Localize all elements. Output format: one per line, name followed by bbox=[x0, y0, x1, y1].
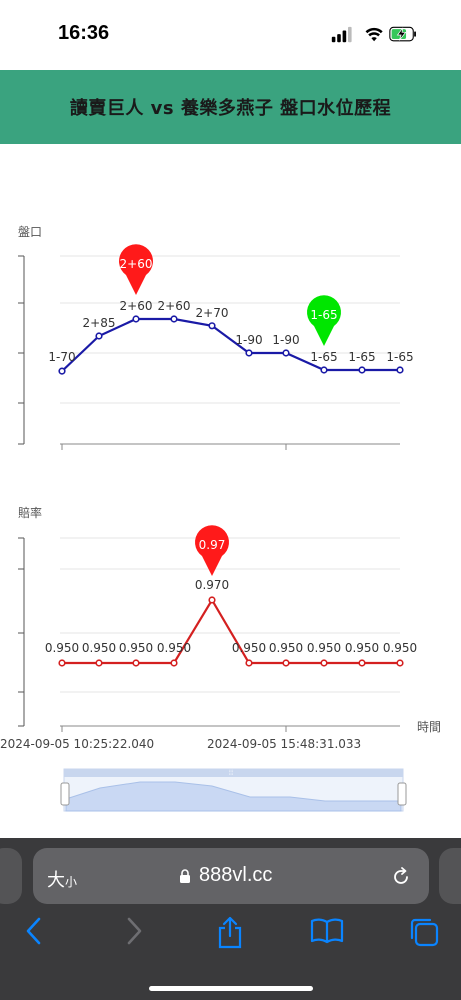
handicap-point bbox=[208, 322, 216, 330]
odds-max-pin-label: 0.97 bbox=[199, 538, 226, 552]
handicap-point bbox=[58, 367, 66, 375]
text-size-small: 小 bbox=[65, 875, 78, 889]
zoom-slider-bar[interactable] bbox=[64, 769, 403, 777]
odds-point bbox=[320, 659, 328, 667]
handicap-line bbox=[61, 317, 400, 372]
odds-y-axis-label: 賠率 bbox=[18, 505, 42, 520]
handicap-data-label: 2+60 bbox=[120, 299, 153, 313]
page-title: 讀賣巨人 vs 養樂多燕子 盤口水位歷程 bbox=[69, 98, 392, 119]
odds-point bbox=[282, 659, 290, 667]
zoom-grip-icon: ⦙⦙⦙ bbox=[229, 769, 234, 777]
odds-point bbox=[95, 659, 103, 667]
odds-data-label: 0.950 bbox=[157, 641, 191, 655]
handicap-y-axis-label: 盤口 bbox=[18, 225, 42, 239]
odds-data-label: 0.970 bbox=[195, 578, 229, 592]
odds-data-label: 0.950 bbox=[269, 641, 303, 655]
handicap-min-pin-shape bbox=[306, 295, 341, 346]
home-indicator bbox=[149, 986, 313, 991]
zoom-handle-left[interactable] bbox=[60, 782, 70, 806]
handicap-series: 1-70 2+85 2+60 2+60 2+70 1-90 1-90 1-65 1-65 1-65… bbox=[48, 244, 414, 375]
share-icon[interactable] bbox=[216, 916, 244, 950]
odds-point bbox=[208, 596, 216, 604]
handicap-point bbox=[396, 366, 404, 374]
handicap-max-pin-label: 2+60 bbox=[120, 257, 153, 271]
handicap-chart: 盤口 bbox=[18, 225, 400, 450]
page-header: 讀賣巨人 vs 養樂多燕子 盤口水位歷程 bbox=[0, 70, 461, 144]
handicap-data-label: 1-65 bbox=[310, 350, 337, 364]
odds-chart: 賠率 時間 2024-09-05 10:25:22.040 2024-09-05… bbox=[0, 505, 441, 751]
status-time: 16:36 bbox=[58, 22, 110, 44]
odds-max-pin-shape bbox=[195, 525, 230, 576]
forward-icon[interactable] bbox=[124, 916, 144, 946]
handicap-data-label: 1-90 bbox=[235, 333, 262, 347]
status-icons bbox=[331, 26, 416, 43]
text-size-large: 大 bbox=[47, 870, 65, 891]
reload-icon[interactable] bbox=[390, 866, 412, 888]
x-tick-label-mid: 2024-09-05 15:48:31.033 bbox=[207, 737, 361, 751]
odds-data-label: 0.950 bbox=[45, 641, 79, 655]
handicap-min-pin-label: 1-65 bbox=[310, 308, 337, 322]
browser-toolbar bbox=[0, 916, 461, 966]
odds-data-label: 0.950 bbox=[307, 641, 341, 655]
odds-max-pin: 0.97 bbox=[195, 525, 230, 576]
odds-point bbox=[358, 659, 366, 667]
handicap-point bbox=[95, 332, 103, 340]
zoom-slider-preview bbox=[65, 781, 402, 812]
handicap-data-label: 2+85 bbox=[83, 316, 116, 330]
tabs-icon[interactable] bbox=[408, 916, 440, 948]
handicap-max-pin-shape bbox=[119, 244, 153, 295]
handicap-point bbox=[245, 349, 253, 357]
handicap-data-label: 1-65 bbox=[348, 350, 375, 364]
handicap-max-pin: 2+60 bbox=[119, 244, 153, 295]
status-bar: 16:36 bbox=[0, 0, 461, 70]
odds-data-label: 0.950 bbox=[383, 641, 417, 655]
odds-point bbox=[58, 659, 66, 667]
odds-point bbox=[245, 659, 253, 667]
lock-icon bbox=[180, 869, 190, 883]
odds-x-axis-label: 時間 bbox=[417, 720, 441, 734]
odds-point bbox=[396, 659, 404, 667]
address-bar[interactable] bbox=[33, 848, 429, 904]
handicap-point bbox=[282, 349, 290, 357]
url-text[interactable]: 888vl.cc bbox=[199, 864, 273, 886]
zoom-slider[interactable]: ⦙⦙⦙ bbox=[60, 768, 407, 812]
odds-data-label: 0.950 bbox=[82, 641, 116, 655]
odds-line bbox=[62, 597, 400, 665]
odds-data-label: 0.950 bbox=[119, 641, 153, 655]
handicap-data-label: 2+70 bbox=[196, 306, 229, 320]
handicap-data-label: 1-90 bbox=[272, 333, 299, 347]
x-tick-label-start: 2024-09-05 10:25:22.040 bbox=[0, 737, 154, 751]
odds-data-label: 0.950 bbox=[345, 641, 379, 655]
handicap-point bbox=[358, 366, 366, 374]
browser-bar: 大小 888vl.cc bbox=[0, 838, 461, 1000]
handicap-data-label: 1-70 bbox=[48, 350, 75, 364]
back-icon[interactable] bbox=[24, 916, 44, 946]
odds-point bbox=[170, 659, 178, 667]
zoom-handle-right[interactable] bbox=[397, 782, 407, 806]
battery-charging-icon bbox=[389, 26, 416, 42]
handicap-min-pin: 1-65 bbox=[306, 295, 341, 346]
odds-point bbox=[132, 659, 140, 667]
handicap-point bbox=[320, 366, 328, 374]
prev-tab-pill[interactable] bbox=[0, 848, 22, 904]
charts-area: 盤口 1-702+852+60 2+60 2+701-90 1-901-65 1-65 1… bbox=[0, 225, 441, 812]
handicap-point bbox=[170, 315, 178, 323]
odds-data-label: 0.950 bbox=[232, 641, 266, 655]
signal-icon bbox=[331, 26, 352, 43]
handicap-data-label: 2+60 bbox=[158, 299, 191, 313]
text-size-button[interactable]: 大小 bbox=[47, 866, 77, 892]
handicap-point bbox=[132, 315, 140, 323]
handicap-data-label: 1-65 bbox=[386, 350, 413, 364]
wifi-icon bbox=[365, 27, 383, 42]
next-tab-pill[interactable] bbox=[439, 848, 461, 904]
bookmarks-icon[interactable] bbox=[310, 916, 344, 946]
